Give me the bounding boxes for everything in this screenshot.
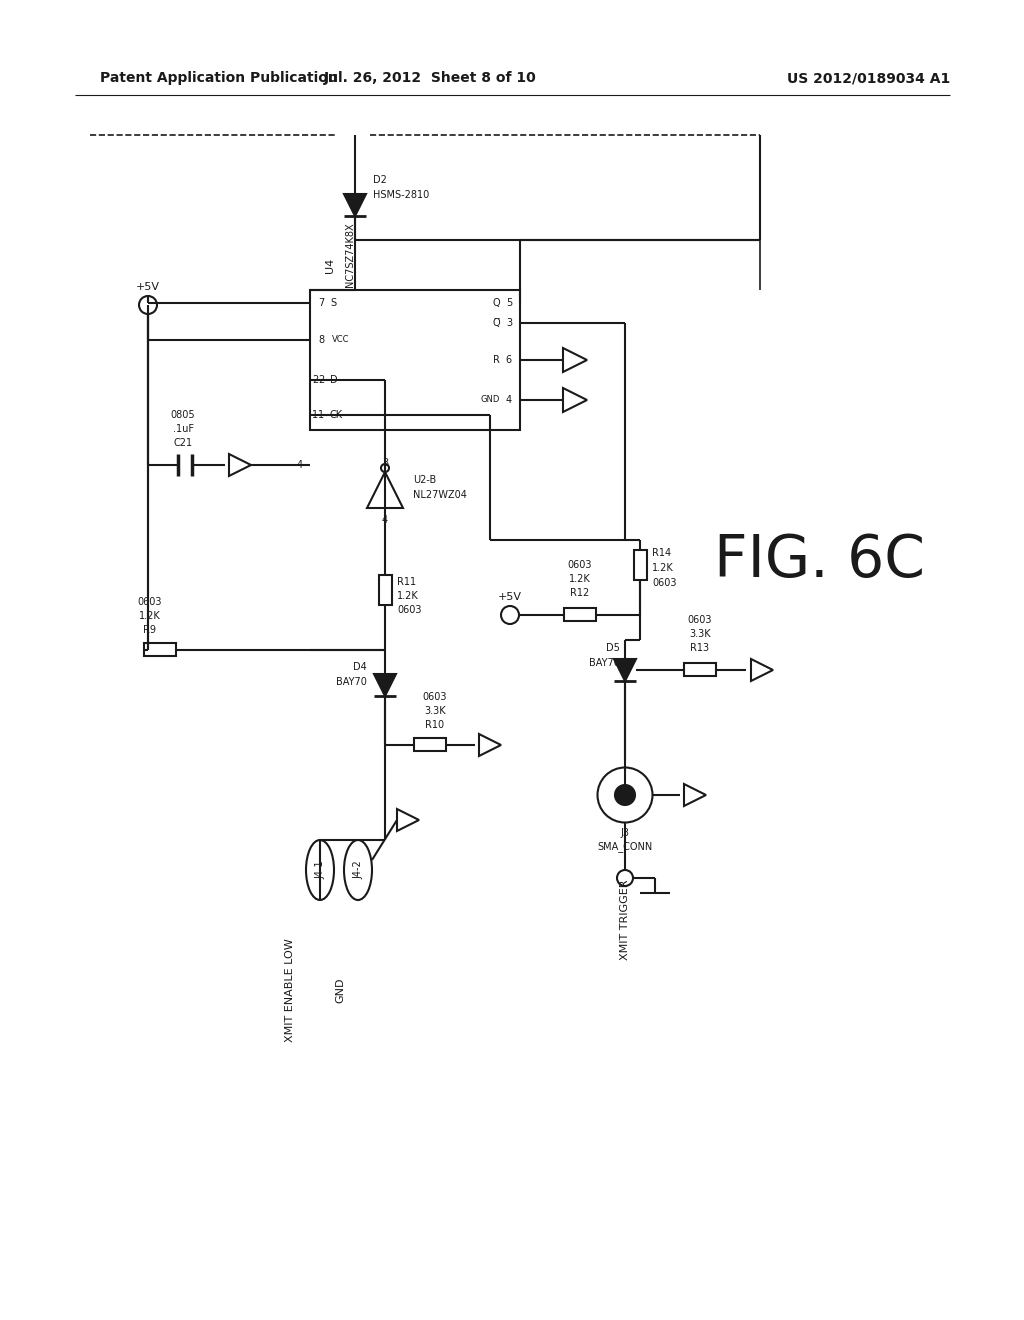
Text: 4: 4 [506,395,512,405]
Bar [144,643,176,656]
Text: +5V: +5V [136,282,160,292]
Text: FIG. 6C: FIG. 6C [715,532,926,589]
Text: NL27WZ04: NL27WZ04 [413,490,467,500]
Bar [310,290,520,430]
Text: D4: D4 [353,663,367,672]
Text: 0603: 0603 [397,605,422,615]
Text: BAY70: BAY70 [589,657,620,668]
Text: 3: 3 [506,318,512,327]
Text: C21: C21 [173,438,193,447]
Text: 1: 1 [312,411,318,420]
Text: NC7SZ74K8X: NC7SZ74K8X [345,223,355,288]
Text: J4-1: J4-1 [315,861,325,879]
Polygon shape [367,473,403,508]
Text: J3: J3 [621,828,630,838]
Text: 3.3K: 3.3K [689,630,711,639]
Text: 0603: 0603 [567,560,592,570]
Text: XMIT ENABLE LOW: XMIT ENABLE LOW [285,939,295,1041]
Ellipse shape [306,840,334,900]
Text: R9: R9 [143,624,157,635]
Text: U4: U4 [325,257,335,273]
Text: 0603: 0603 [688,615,713,624]
Bar [634,550,647,579]
Text: 2: 2 [318,375,325,385]
Text: BAY70: BAY70 [336,677,367,686]
Text: 0603: 0603 [423,692,447,702]
Circle shape [615,785,635,805]
Text: Jul. 26, 2012  Sheet 8 of 10: Jul. 26, 2012 Sheet 8 of 10 [324,71,537,84]
Text: 7: 7 [318,298,325,308]
Text: D: D [330,375,338,385]
Text: 6: 6 [506,355,512,366]
Text: 1.2K: 1.2K [652,564,674,573]
Text: 1: 1 [318,411,325,420]
Text: D2: D2 [373,176,387,185]
Polygon shape [479,734,501,756]
Text: 4: 4 [382,515,388,525]
Text: GND: GND [335,977,345,1003]
Text: R14: R14 [652,548,671,558]
Text: D5: D5 [606,643,620,653]
Polygon shape [684,784,706,807]
Text: 0603: 0603 [652,578,677,587]
Text: R12: R12 [570,587,590,598]
Polygon shape [563,348,587,372]
Bar [379,576,392,605]
Text: 2: 2 [312,375,318,385]
Circle shape [139,296,157,314]
Text: R13: R13 [690,643,710,653]
Text: 5: 5 [506,298,512,308]
Text: 3.3K: 3.3K [424,706,445,715]
Text: Q: Q [493,298,500,308]
Text: SMA_CONN: SMA_CONN [597,842,652,853]
Text: 1.2K: 1.2K [397,591,419,601]
Polygon shape [344,194,366,216]
Text: US 2012/0189034 A1: US 2012/0189034 A1 [786,71,950,84]
Text: Q̅: Q̅ [493,318,500,327]
Text: U2-B: U2-B [413,475,436,484]
Text: HSMS-2810: HSMS-2810 [373,190,429,201]
Polygon shape [751,659,773,681]
Bar [564,609,596,620]
Bar [684,663,716,676]
Circle shape [501,606,519,624]
Text: 1.2K: 1.2K [569,574,591,583]
Text: R: R [494,355,500,366]
Text: S: S [330,298,336,308]
Polygon shape [374,675,396,696]
Circle shape [381,465,389,473]
Polygon shape [397,809,419,832]
Circle shape [617,870,633,886]
Text: 4: 4 [297,459,303,470]
Text: Patent Application Publication: Patent Application Publication [100,71,338,84]
Text: .1uF: .1uF [172,424,194,434]
Polygon shape [563,388,587,412]
Polygon shape [614,659,636,681]
Text: 8: 8 [318,335,325,345]
Text: XMIT TRIGGER: XMIT TRIGGER [620,879,630,960]
Text: +5V: +5V [498,591,522,602]
Text: GND: GND [480,396,500,404]
Text: R11: R11 [397,577,416,587]
Ellipse shape [597,767,652,822]
Text: 0805: 0805 [171,411,196,420]
Text: CK: CK [330,411,343,420]
Ellipse shape [344,840,372,900]
Bar [414,738,446,751]
Text: 3: 3 [382,458,388,469]
Polygon shape [229,454,251,477]
Text: 1.2K: 1.2K [139,611,161,620]
Text: J4-2: J4-2 [353,861,362,879]
Text: VCC: VCC [332,335,349,345]
Text: 0603: 0603 [138,597,162,607]
Text: R10: R10 [425,719,444,730]
